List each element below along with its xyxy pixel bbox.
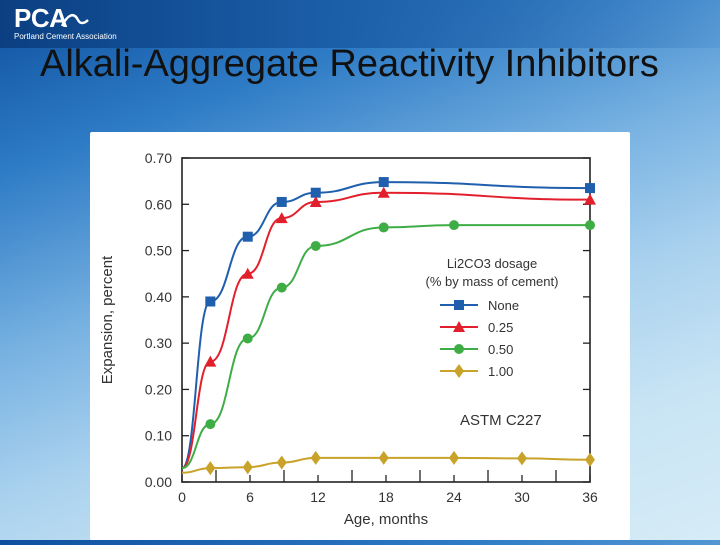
- data-point-square: [310, 187, 321, 198]
- data-point-triangle: [453, 321, 465, 332]
- data-point-diamond: [517, 451, 527, 466]
- data-point-triangle: [309, 195, 322, 207]
- data-point-circle: [585, 220, 595, 231]
- x-tick-label: 30: [514, 489, 530, 505]
- legend-label-None: None: [488, 298, 519, 313]
- data-point-diamond: [449, 450, 459, 465]
- axes-layer: 0.00 0.10 0.20 0.30 0.40 0.50 0.60 0.70 0 6 12 18 24…: [145, 150, 598, 505]
- logo-text: PCA: [14, 3, 68, 33]
- chart-panel: 0.00 0.10 0.20 0.30 0.40 0.50 0.60 0.70 0 6 12 18 24…: [90, 132, 630, 540]
- data-point-square: [205, 296, 216, 307]
- data-point-diamond: [310, 450, 321, 465]
- slide-title: Alkali-Aggregate Reactivity Inhibitors: [40, 43, 659, 85]
- legend-subtitle: (% by mass of cement): [426, 274, 559, 289]
- x-tick-label: 6: [246, 489, 254, 505]
- data-point-diamond: [205, 461, 216, 476]
- data-point-circle: [276, 282, 287, 293]
- data-point-triangle: [275, 212, 288, 224]
- legend-label-0.50: 0.50: [488, 342, 513, 357]
- data-point-circle: [454, 344, 464, 354]
- data-point-circle: [378, 222, 389, 233]
- data-point-square: [378, 177, 389, 188]
- y-tick-label: 0.20: [145, 381, 172, 397]
- y-tick-label: 0.70: [145, 150, 172, 166]
- x-tick-label: 18: [378, 489, 394, 505]
- data-point-square: [242, 231, 253, 242]
- y-axis-label: Expansion, percent: [99, 255, 116, 384]
- pca-logo: PCA Portland Cement Association: [14, 4, 117, 42]
- data-point-circle: [310, 240, 321, 251]
- data-point-square: [585, 183, 595, 194]
- y-tick-label: 0.30: [145, 335, 172, 351]
- x-axis-label: Age, months: [344, 511, 428, 528]
- legend-title: Li2CO3 dosage: [447, 256, 537, 271]
- y-tick-label: 0.50: [145, 243, 172, 259]
- logo-subtitle: Portland Cement Association: [14, 32, 117, 41]
- data-point-diamond: [454, 364, 464, 378]
- y-tick-label: 0.40: [145, 289, 172, 305]
- data-point-triangle: [204, 355, 217, 367]
- y-tick-label: 0.60: [145, 196, 172, 212]
- y-tick-label: 0.10: [145, 428, 172, 444]
- y-tick-label: 0.00: [145, 474, 172, 490]
- data-point-diamond: [378, 450, 389, 465]
- data-point-square: [276, 196, 287, 207]
- data-point-triangle: [584, 193, 596, 205]
- series-layer: [181, 177, 596, 476]
- legend-label-1.00: 1.00: [488, 364, 513, 379]
- data-point-diamond: [276, 455, 287, 470]
- data-point-circle: [242, 333, 253, 344]
- x-tick-label: 36: [582, 489, 598, 505]
- expansion-chart: 0.00 0.10 0.20 0.30 0.40 0.50 0.60 0.70 0 6 12 18 24…: [99, 150, 598, 528]
- data-point-diamond: [585, 452, 595, 467]
- data-point-circle: [205, 419, 216, 430]
- astm-annotation: ASTM C227: [460, 412, 542, 429]
- x-tick-label: 12: [310, 489, 326, 505]
- data-point-square: [454, 300, 464, 310]
- plot-frame: [181, 157, 591, 483]
- logo-swoosh-icon: [60, 13, 89, 27]
- data-point-triangle: [241, 267, 254, 279]
- data-point-circle: [449, 220, 459, 231]
- data-point-triangle: [377, 186, 390, 198]
- series-line-1.00: [181, 456, 591, 474]
- legend: Li2CO3 dosage (% by mass of cement) None…: [426, 256, 559, 379]
- data-point-diamond: [242, 460, 253, 475]
- header-band: [0, 0, 720, 48]
- legend-label-0.25: 0.25: [488, 320, 513, 335]
- x-tick-label: 0: [178, 489, 186, 505]
- x-tick-label: 24: [446, 489, 462, 505]
